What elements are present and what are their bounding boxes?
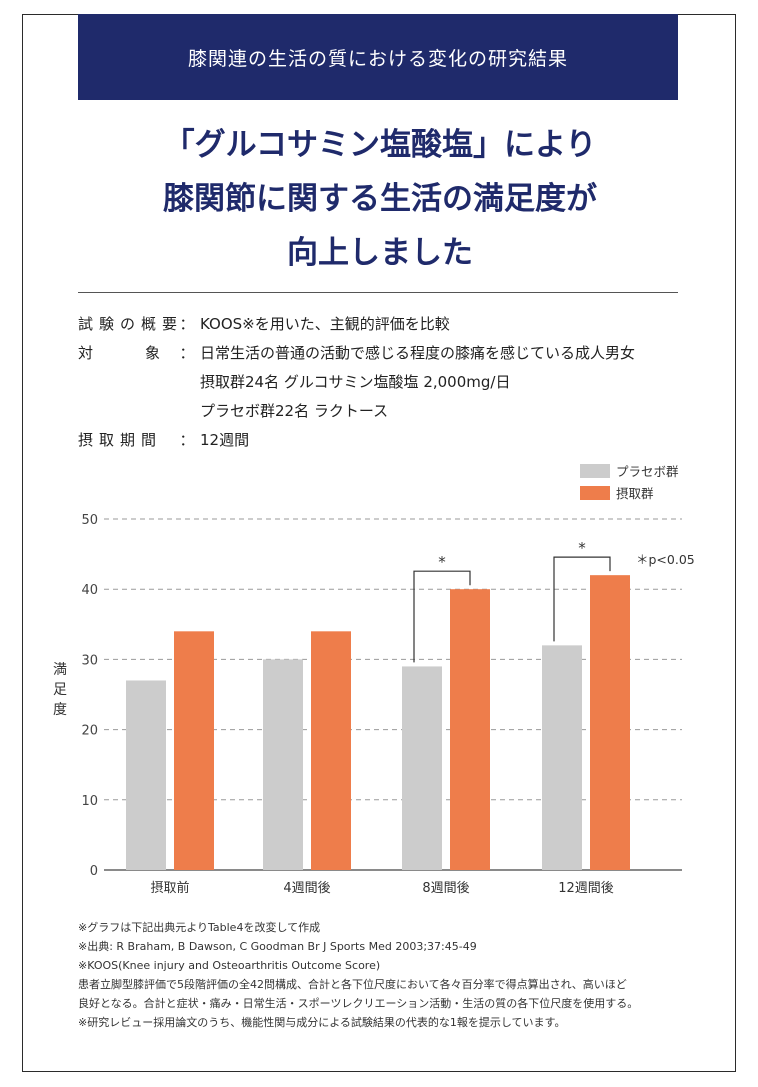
chart-bars — [126, 575, 630, 870]
headline-line-1: 「グルコサミン塩酸塩」により — [163, 127, 597, 163]
bar-placebo — [402, 666, 442, 870]
y-axis-label-char: 度 — [53, 702, 67, 718]
significance-brackets: ** — [413, 539, 611, 663]
footnote-line: ※KOOS(Knee injury and Osteoarthritis Out… — [78, 959, 381, 972]
y-tick-label: 0 — [90, 864, 98, 879]
y-axis-label-char: 満 — [53, 662, 67, 678]
significance-mark: * — [438, 553, 446, 571]
period-value: 12週間 — [200, 431, 250, 449]
bar-placebo — [126, 680, 166, 870]
x-tick-label: 4週間後 — [283, 881, 330, 896]
divider — [78, 292, 678, 293]
x-tick-label: 摂取前 — [150, 880, 189, 896]
legend-label: プラセボ群 — [616, 464, 679, 479]
significance-bracket — [553, 556, 611, 642]
subject-colon: ： — [179, 344, 195, 362]
y-tick-label: 10 — [81, 794, 98, 809]
footnote-line: 患者立脚型膝評価で5段階評価の全42問構成、合計と各下位尺度において各々百分率で… — [78, 978, 627, 991]
overview-colon: ： — [179, 315, 195, 333]
subject-value: 日常生活の普通の活動で感じる程度の膝痛を感じている成人男女 — [200, 344, 636, 362]
x-tick-label: 8週間後 — [422, 881, 469, 896]
x-tick-label: 12週間後 — [558, 881, 614, 896]
header-banner: 膝関連の生活の質における変化の研究結果 — [78, 14, 678, 100]
info-row-subject: 対象 ： 日常生活の普通の活動で感じる程度の膝痛を感じている成人男女 — [78, 339, 698, 368]
subject-line-2: 摂取群24名 グルコサミン塩酸塩 2,000mg/日 — [200, 373, 511, 391]
y-axis-label: 満足度 — [53, 662, 67, 718]
overview-value: KOOS※を用いた、主観的評価を比較 — [200, 315, 450, 333]
headline-line-3: 向上しました — [287, 235, 473, 271]
significance-mark: * — [578, 539, 586, 557]
footnote-line: ※研究レビュー採用論文のうち、機能性関与成分による試験結果の代表的な1報を提示し… — [78, 1016, 566, 1029]
legend-swatch — [580, 486, 610, 500]
info-row-period: 摂取期間 ： 12週間 — [78, 426, 698, 455]
y-axis-label-char: 足 — [53, 682, 67, 698]
bar-placebo — [542, 645, 582, 870]
y-tick-label: 40 — [81, 583, 98, 598]
subject-line-3: プラセボ群22名 ラクトース — [200, 402, 389, 420]
headline-line-2: 膝関節に関する生活の満足度が — [163, 181, 597, 217]
info-row-overview: 試験の概要 ： KOOS※を用いた、主観的評価を比較 — [78, 310, 698, 339]
y-tick-label: 50 — [81, 513, 98, 528]
overview-label: 試験の概要 — [78, 315, 184, 333]
info-row-placebo-group: プラセボ群22名 ラクトース — [78, 397, 698, 426]
footnote-line: 良好となる。合計と症状・痛み・日常生活・スポーツレクリエーション活動・生活の質の… — [78, 997, 639, 1010]
bar-intake — [590, 575, 630, 870]
subject-label: 対象 — [78, 344, 213, 362]
study-info: 試験の概要 ： KOOS※を用いた、主観的評価を比較 対象 ： 日常生活の普通の… — [78, 310, 698, 455]
footnotes: ※グラフは下記出典元よりTable4を改変して作成 ※出典: R Braham,… — [78, 918, 698, 1032]
bar-intake — [174, 631, 214, 870]
period-colon: ： — [179, 431, 195, 449]
bar-placebo — [263, 659, 303, 870]
y-tick-label: 30 — [81, 653, 98, 668]
headline: 「グルコサミン塩酸塩」により 膝関節に関する生活の満足度が 向上しました — [60, 118, 700, 280]
footnote-line: ※グラフは下記出典元よりTable4を改変して作成 — [78, 921, 321, 934]
banner-title: 膝関連の生活の質における変化の研究結果 — [187, 47, 568, 70]
footnote-line: ※出典: R Braham, B Dawson, C Goodman Br J … — [78, 940, 477, 953]
period-label: 摂取期間 — [78, 431, 163, 449]
bar-intake — [311, 631, 351, 870]
bar-intake — [450, 589, 490, 870]
y-tick-label: 20 — [81, 724, 98, 739]
legend-label: 摂取群 — [616, 486, 654, 501]
legend-swatch — [580, 464, 610, 478]
p-value-annotation: ＊p<0.05 — [636, 552, 695, 567]
info-row-intake-group: 摂取群24名 グルコサミン塩酸塩 2,000mg/日 — [78, 368, 698, 397]
significance-bracket — [413, 570, 471, 663]
